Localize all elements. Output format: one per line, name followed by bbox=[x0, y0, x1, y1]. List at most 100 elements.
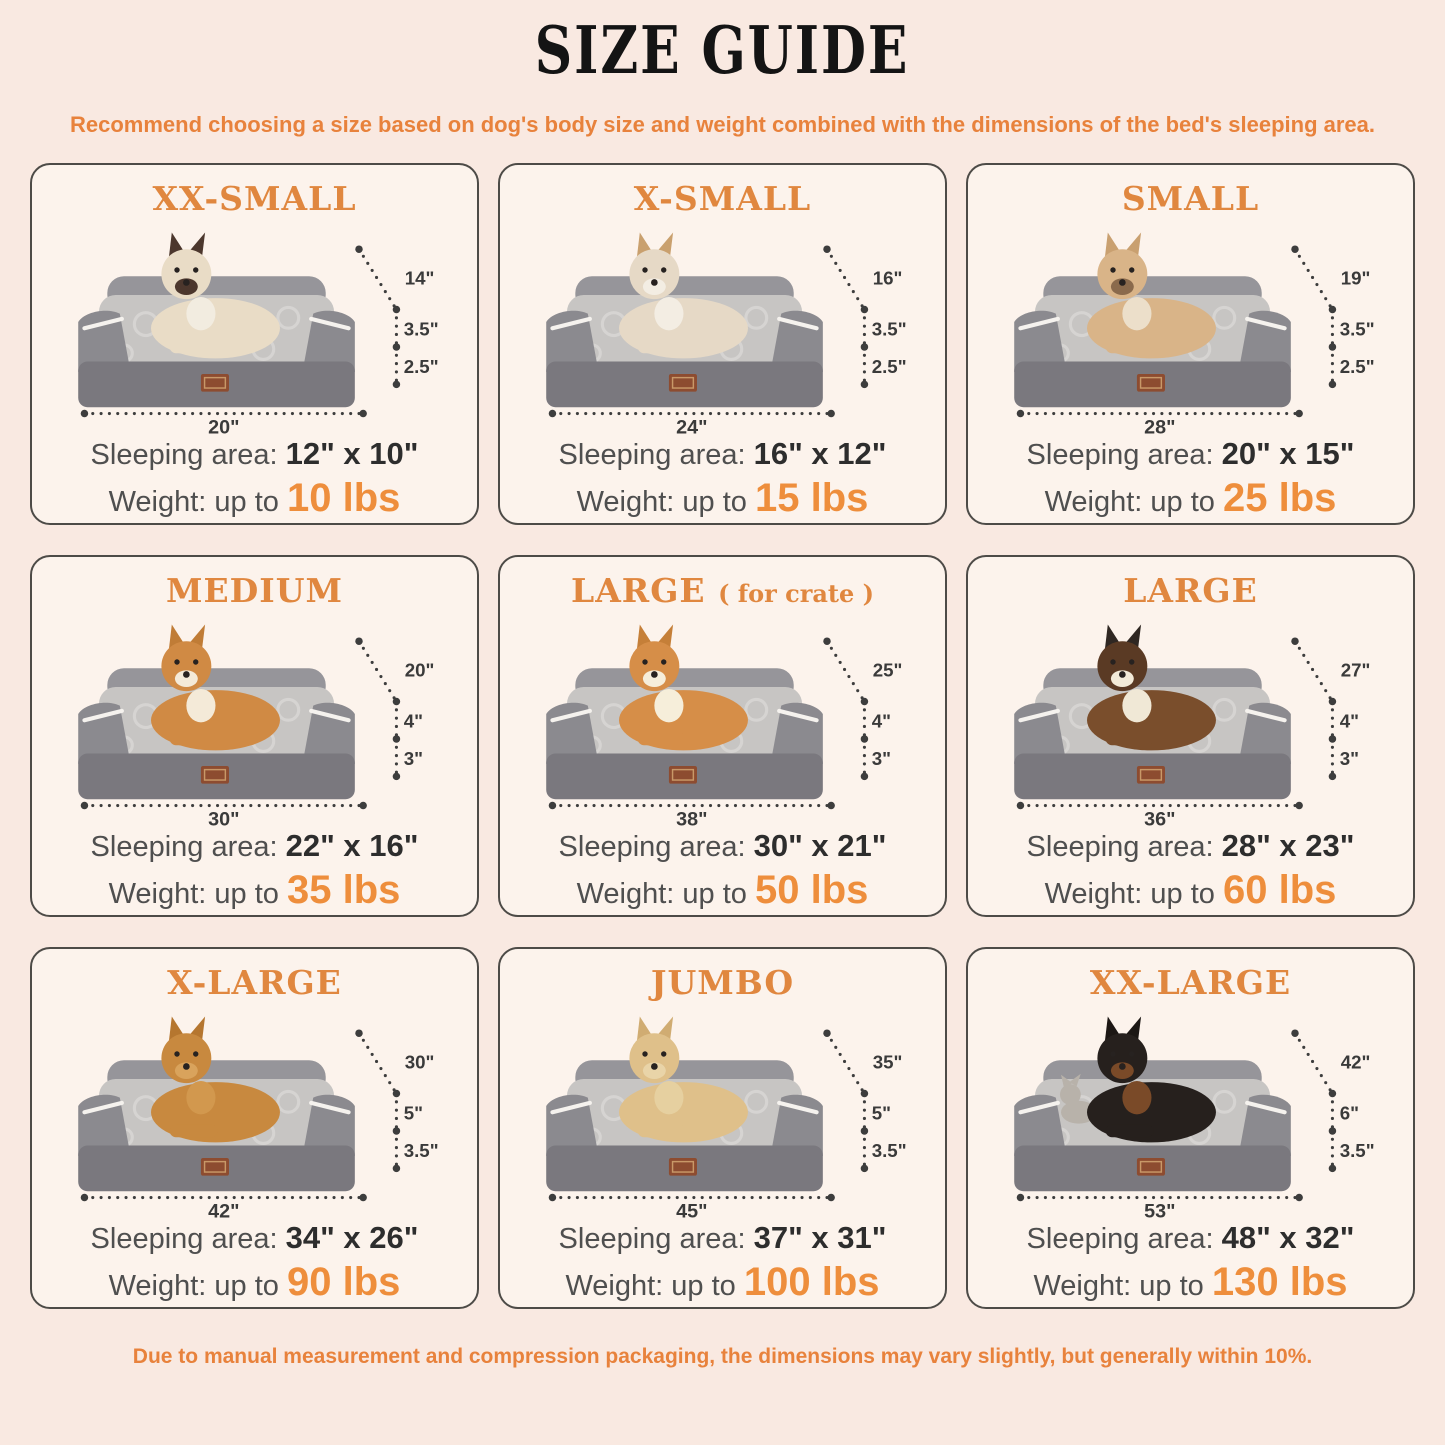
bed-tag bbox=[200, 373, 229, 392]
bed-illustration: 27" 4" 3" 36" bbox=[1013, 624, 1370, 828]
subtitle: Recommend choosing a size based on dog's… bbox=[69, 112, 1375, 137]
width-label: 30" bbox=[208, 808, 239, 828]
bed-graphic bbox=[1013, 276, 1291, 408]
size-card-x-large: X-LARGE bbox=[30, 947, 479, 1309]
sleeping-area-line: Sleeping area: 22" x 16" bbox=[91, 828, 419, 864]
sleeping-area-value: 20" x 15" bbox=[1221, 436, 1355, 472]
sleeping-area-line: Sleeping area: 48" x 32" bbox=[1027, 1220, 1355, 1256]
card-title-text: XX-LARGE bbox=[1089, 963, 1292, 1002]
page-title: SIZE GUIDE bbox=[535, 10, 910, 90]
weight-label: Weight: up to bbox=[576, 877, 747, 910]
sleeping-area-value: 28" x 23" bbox=[1221, 828, 1355, 864]
card-title-text: XX-SMALL bbox=[152, 179, 357, 218]
weight-value: 25 lbs bbox=[1223, 475, 1337, 520]
footer-note: Due to manual measurement and compressio… bbox=[132, 1345, 1313, 1368]
pet-illustration bbox=[618, 624, 748, 751]
card-title-text: LARGE bbox=[1123, 571, 1258, 610]
bed-graphic bbox=[545, 1060, 823, 1192]
lower-height-label: 3.5" bbox=[871, 1140, 906, 1161]
bed-figure: 14" 3.5" 2.5" 20" bbox=[40, 218, 469, 436]
card-title: X-LARGE bbox=[167, 963, 342, 1002]
size-card-xx-large: XX-LARGE bbox=[966, 947, 1415, 1309]
upper-height-label: 3.5" bbox=[1339, 319, 1374, 340]
upper-height-label: 4" bbox=[871, 711, 890, 732]
sleeping-area-line: Sleeping area: 34" x 26" bbox=[91, 1220, 419, 1256]
card-title-text: JUMBO bbox=[650, 963, 795, 1002]
bed-tag bbox=[668, 765, 697, 784]
sleeping-area-label: Sleeping area: bbox=[1026, 1223, 1214, 1256]
bed-figure: 20" 4" 3" 30" bbox=[40, 610, 469, 828]
lower-height-label: 2.5" bbox=[1339, 356, 1374, 377]
sleeping-area-line: Sleeping area: 16" x 12" bbox=[559, 436, 887, 472]
width-label: 38" bbox=[676, 808, 707, 828]
bed-illustration: 16" 3.5" 2.5" 24" bbox=[545, 232, 906, 436]
bed-tag bbox=[1136, 1157, 1165, 1176]
bed-tag bbox=[1136, 373, 1165, 392]
weight-value: 90 lbs bbox=[287, 1259, 401, 1304]
weight-value: 35 lbs bbox=[287, 867, 401, 912]
lower-height-label: 3.5" bbox=[1339, 1140, 1374, 1161]
length-label: 30" bbox=[404, 1052, 434, 1073]
bed-graphic bbox=[77, 1060, 355, 1192]
dimension-lines bbox=[80, 1029, 400, 1202]
weight-value: 100 lbs bbox=[743, 1259, 880, 1304]
length-label: 35" bbox=[872, 1052, 902, 1073]
pet-illustration bbox=[150, 1016, 280, 1143]
bed-tag bbox=[200, 1157, 229, 1176]
length-label: 16" bbox=[872, 268, 902, 289]
card-title: XX-SMALL bbox=[152, 179, 356, 218]
card-title: LARGE bbox=[1123, 571, 1258, 610]
sleeping-area-label: Sleeping area: bbox=[558, 831, 746, 864]
bed-tag bbox=[668, 373, 697, 392]
weight-line: Weight: up to 100 lbs bbox=[565, 1260, 879, 1305]
dimension-lines bbox=[1016, 1029, 1336, 1202]
length-label: 25" bbox=[872, 660, 902, 681]
size-card-small: SMALL bbox=[966, 163, 1415, 525]
bed-tag bbox=[1136, 765, 1165, 784]
pet-illustration bbox=[618, 1016, 748, 1143]
bed-illustration: 35" 5" 3.5" 45" bbox=[545, 1016, 906, 1220]
lower-height-label: 3" bbox=[403, 748, 422, 769]
pet-illustration bbox=[1059, 1016, 1216, 1143]
header: SIZE GUIDE Recommend choosing a size bas… bbox=[0, 0, 1445, 138]
sleeping-area-line: Sleeping area: 30" x 21" bbox=[559, 828, 887, 864]
upper-height-label: 6" bbox=[1339, 1103, 1358, 1124]
bed-figure: 30" 5" 3.5" 42" bbox=[40, 1002, 469, 1220]
sleeping-area-line: Sleeping area: 12" x 10" bbox=[91, 436, 419, 472]
sleeping-area-value: 30" x 21" bbox=[753, 828, 887, 864]
size-card-x-small: X-SMALL bbox=[498, 163, 947, 525]
bed-figure: 42" 6" 3.5" 53" bbox=[976, 1002, 1405, 1220]
pet-illustration bbox=[618, 232, 748, 359]
weight-value: 15 lbs bbox=[755, 475, 869, 520]
sleeping-area-label: Sleeping area: bbox=[558, 439, 746, 472]
card-title: XX-LARGE bbox=[1090, 963, 1291, 1002]
weight-line: Weight: up to 15 lbs bbox=[577, 476, 869, 521]
bed-illustration: 30" 5" 3.5" 42" bbox=[77, 1016, 438, 1220]
weight-label: Weight: up to bbox=[1044, 485, 1215, 518]
pet-illustration bbox=[1086, 232, 1216, 359]
card-title-text: MEDIUM bbox=[165, 571, 344, 610]
bed-illustration: 19" 3.5" 2.5" 28" bbox=[1013, 232, 1374, 436]
lower-height-label: 2.5" bbox=[403, 356, 438, 377]
sleeping-area-line: Sleeping area: 37" x 31" bbox=[559, 1220, 887, 1256]
card-title-text: X-SMALL bbox=[633, 179, 812, 218]
weight-line: Weight: up to 10 lbs bbox=[109, 476, 401, 521]
length-label: 27" bbox=[1340, 660, 1370, 681]
width-label: 45" bbox=[676, 1200, 707, 1220]
weight-label: Weight: up to bbox=[108, 877, 279, 910]
bed-graphic bbox=[1013, 1060, 1291, 1192]
card-title: JUMBO bbox=[651, 963, 794, 1002]
card-title: LARGE ( for crate ) bbox=[571, 571, 874, 610]
pet-illustration bbox=[150, 624, 280, 751]
bed-figure: 27" 4" 3" 36" bbox=[976, 610, 1405, 828]
bed-figure: 35" 5" 3.5" 45" bbox=[508, 1002, 937, 1220]
weight-line: Weight: up to 90 lbs bbox=[109, 1260, 401, 1305]
sleeping-area-label: Sleeping area: bbox=[90, 439, 278, 472]
dimension-lines bbox=[548, 1029, 868, 1202]
bed-illustration: 25" 4" 3" 38" bbox=[545, 624, 902, 828]
sleeping-area-label: Sleeping area: bbox=[90, 1223, 278, 1256]
bed-illustration: 42" 6" 3.5" 53" bbox=[1013, 1016, 1374, 1220]
sleeping-area-value: 34" x 26" bbox=[285, 1220, 419, 1256]
weight-label: Weight: up to bbox=[1044, 877, 1215, 910]
dimension-lines bbox=[80, 245, 400, 418]
